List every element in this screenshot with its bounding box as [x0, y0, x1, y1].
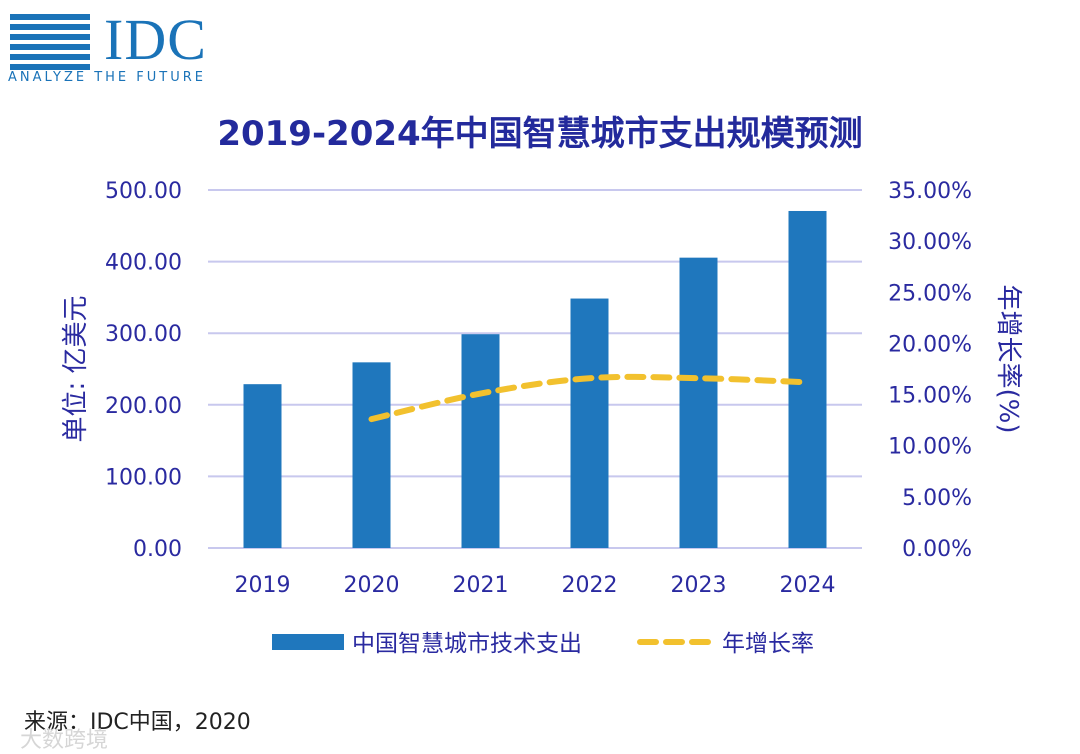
- y2-axis-title: 年增长率(%): [993, 285, 1023, 434]
- y2-tick-label: 35.00%: [888, 179, 972, 204]
- y-tick-label: 500.00: [105, 179, 182, 204]
- x-tick-label: 2024: [780, 573, 836, 598]
- legend-bar-label: 中国智慧城市技术支出: [352, 631, 582, 657]
- x-tick-label: 2021: [453, 573, 509, 598]
- x-tick-label: 2020: [344, 573, 400, 598]
- watermark: 大数跨境: [20, 722, 108, 754]
- x-tick-label: 2023: [671, 573, 727, 598]
- y2-tick-label: 30.00%: [888, 230, 972, 255]
- y2-tick-label: 20.00%: [888, 332, 972, 357]
- bar: [680, 258, 718, 548]
- y2-tick-label: 0.00%: [902, 537, 972, 562]
- y-axis-title: 单位: 亿美元: [61, 295, 91, 442]
- y2-tick-label: 15.00%: [888, 384, 972, 409]
- y2-tick-label: 25.00%: [888, 281, 972, 306]
- y-tick-label: 300.00: [105, 322, 182, 347]
- y-tick-label: 100.00: [105, 465, 182, 490]
- y-tick-label: 200.00: [105, 394, 182, 419]
- x-tick-label: 2019: [235, 573, 291, 598]
- chart: 0.00 100.00 200.00 300.00 400.00 500.00 0.00% 5…: [0, 0, 1080, 700]
- bar: [571, 299, 609, 548]
- bar: [244, 384, 282, 548]
- x-tick-label: 2022: [562, 573, 618, 598]
- bar: [353, 362, 391, 548]
- y2-tick-label: 10.00%: [888, 435, 972, 460]
- legend-bar-swatch: [272, 634, 344, 650]
- legend-line-label: 年增长率: [722, 631, 814, 657]
- y2-tick-label: 5.00%: [902, 486, 972, 511]
- y-tick-label: 400.00: [105, 251, 182, 276]
- bar: [462, 334, 500, 548]
- y-tick-label: 0.00: [133, 537, 182, 562]
